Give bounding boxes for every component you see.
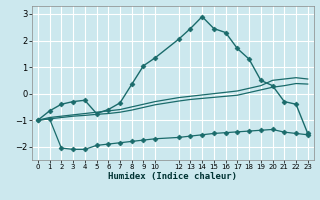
X-axis label: Humidex (Indice chaleur): Humidex (Indice chaleur) (108, 172, 237, 181)
